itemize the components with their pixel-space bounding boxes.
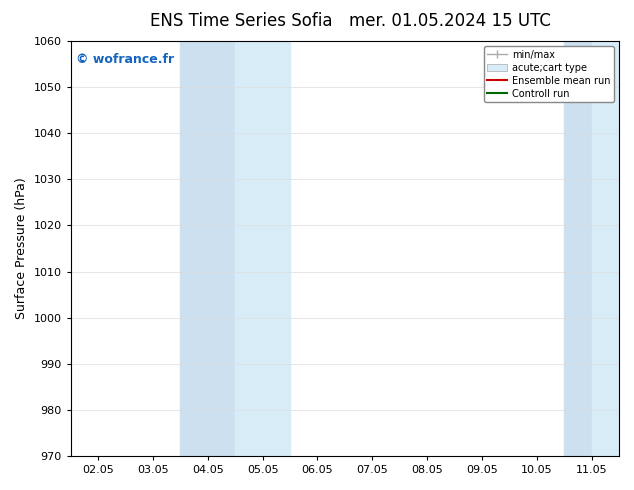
Bar <box>564 41 592 456</box>
Bar <box>235 41 290 456</box>
Bar <box>180 41 235 456</box>
Y-axis label: Surface Pressure (hPa): Surface Pressure (hPa) <box>15 178 28 319</box>
Text: ENS Time Series Sofia: ENS Time Series Sofia <box>150 12 332 30</box>
Legend: min/max, acute;cart type, Ensemble mean run, Controll run: min/max, acute;cart type, Ensemble mean … <box>484 46 614 102</box>
Bar <box>592 41 619 456</box>
Text: © wofrance.fr: © wofrance.fr <box>76 53 174 67</box>
Text: mer. 01.05.2024 15 UTC: mer. 01.05.2024 15 UTC <box>349 12 551 30</box>
